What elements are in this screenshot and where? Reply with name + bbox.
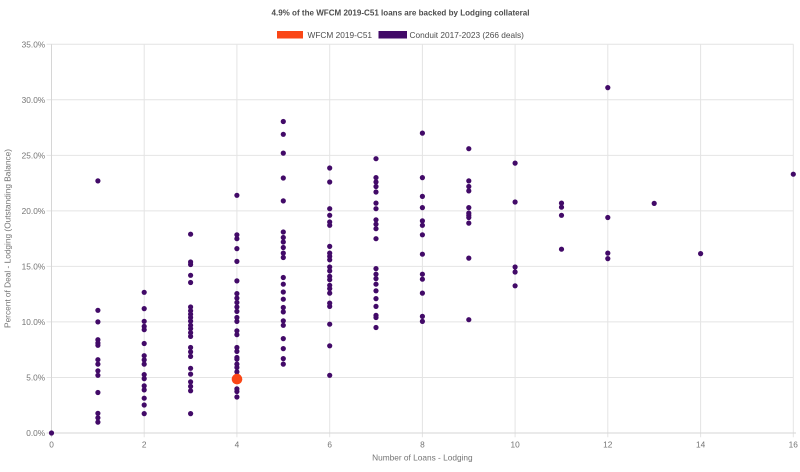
svg-text:15.0%: 15.0% [22, 261, 46, 271]
svg-text:20.0%: 20.0% [22, 206, 46, 216]
svg-text:2: 2 [142, 440, 147, 450]
svg-text:5.0%: 5.0% [26, 373, 46, 383]
svg-text:8: 8 [420, 440, 425, 450]
svg-text:16: 16 [789, 440, 799, 450]
svg-text:14: 14 [696, 440, 706, 450]
svg-text:Conduit 2017-2023 (266 deals): Conduit 2017-2023 (266 deals) [410, 30, 525, 40]
svg-text:10: 10 [510, 440, 520, 450]
svg-text:6: 6 [327, 440, 332, 450]
svg-text:25.0%: 25.0% [22, 150, 46, 160]
svg-text:0.0%: 0.0% [26, 428, 46, 438]
svg-text:4: 4 [235, 440, 240, 450]
svg-text:10.0%: 10.0% [22, 317, 46, 327]
svg-text:35.0%: 35.0% [22, 39, 46, 49]
svg-text:12: 12 [603, 440, 613, 450]
svg-text:Number of Loans - Lodging: Number of Loans - Lodging [372, 453, 473, 463]
svg-text:30.0%: 30.0% [22, 95, 46, 105]
svg-text:Percent of Deal - Lodging (Out: Percent of Deal - Lodging (Outstanding B… [3, 149, 13, 328]
svg-text:4.9% of the WFCM 2019-C51 loan: 4.9% of the WFCM 2019-C51 loans are back… [271, 9, 529, 18]
svg-text:0: 0 [49, 440, 54, 450]
svg-text:WFCM 2019-C51: WFCM 2019-C51 [308, 30, 373, 40]
